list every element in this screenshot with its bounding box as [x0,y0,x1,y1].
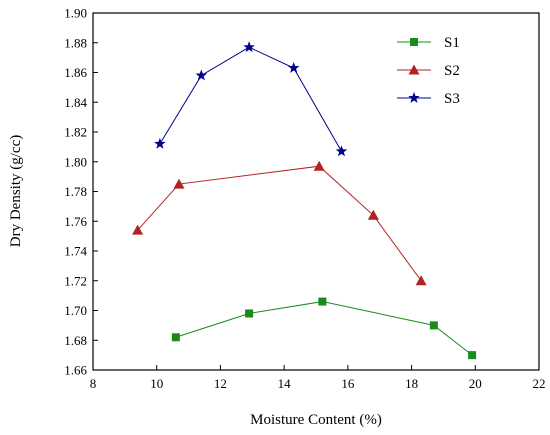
data-point-s2 [132,224,144,235]
legend-marker-s1 [410,38,418,46]
data-point-s1 [468,351,477,360]
plot-frame [92,12,540,371]
y-tick-label: 1.76 [64,214,87,229]
series-s1 [171,297,477,360]
data-point-s3 [287,62,300,73]
data-point-s3 [335,145,348,157]
data-point-s1 [429,321,438,330]
y-tick-label: 1.74 [64,244,87,259]
legend-label-s1: S1 [444,35,460,51]
legend-marker-s2 [408,64,420,75]
legend-label-s3: S3 [444,91,460,107]
series-layer [132,41,477,360]
x-tick-label: 14 [278,376,292,391]
x-tick-label: 18 [405,376,418,391]
y-tick-label: 1.86 [64,65,87,80]
y-tick-label: 1.90 [64,6,87,21]
series-line-s3 [159,46,342,152]
y-tick-label: 1.78 [64,184,87,199]
data-point-s2 [173,178,185,189]
x-tick-label: 16 [341,376,355,391]
legend: S1 S2 S3 [397,35,460,107]
legend-label-s2: S2 [444,63,460,79]
series-s3 [154,41,348,157]
data-point-s1 [171,333,180,342]
y-axis-ticks: 1.66 1.68 1.70 1.72 1.74 1.76 1.78 1.80 1.82 1.84… [64,6,98,378]
legend-item-s3: S3 [397,91,460,107]
y-tick-label: 1.66 [64,363,87,378]
series-line-s1 [175,301,473,356]
legend-marker-s3 [408,92,420,103]
legend-item-s1: S1 [397,35,460,51]
x-tick-label: 12 [214,376,227,391]
x-tick-label: 10 [150,376,163,391]
y-axis-title: Dry Density (g/cc) [8,135,24,247]
data-point-s3 [243,41,255,53]
y-tick-label: 1.84 [64,95,87,110]
data-point-s3 [154,137,166,149]
data-point-s3 [195,69,208,81]
x-axis-ticks: 8 10 12 14 16 18 20 22 [90,365,546,391]
y-tick-label: 1.88 [64,35,87,50]
x-tick-label: 8 [90,376,97,391]
x-tick-label: 20 [469,376,482,391]
y-tick-label: 1.68 [64,333,87,348]
x-axis-title: Moisture Content (%) [250,412,382,428]
data-point-s2 [367,209,379,220]
y-tick-label: 1.72 [64,273,87,288]
data-point-s1 [318,297,327,306]
data-point-s2 [313,160,325,171]
y-tick-label: 1.80 [64,154,87,169]
x-tick-label: 22 [533,376,546,391]
y-tick-label: 1.70 [64,303,87,318]
legend-item-s2: S2 [397,63,460,79]
y-tick-label: 1.82 [64,125,87,140]
series-s2 [132,160,427,286]
data-point-s1 [245,309,254,318]
data-point-s2 [415,275,427,286]
